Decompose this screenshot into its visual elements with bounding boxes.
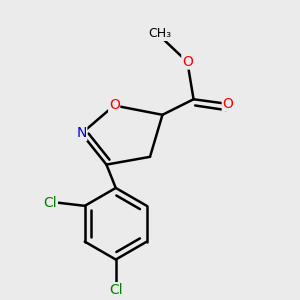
Text: N: N	[76, 127, 87, 140]
Text: CH₃: CH₃	[148, 27, 171, 40]
Text: O: O	[182, 55, 193, 69]
Text: O: O	[222, 97, 233, 111]
Text: O: O	[109, 98, 120, 112]
Text: Cl: Cl	[109, 283, 123, 297]
Text: Cl: Cl	[44, 196, 57, 210]
